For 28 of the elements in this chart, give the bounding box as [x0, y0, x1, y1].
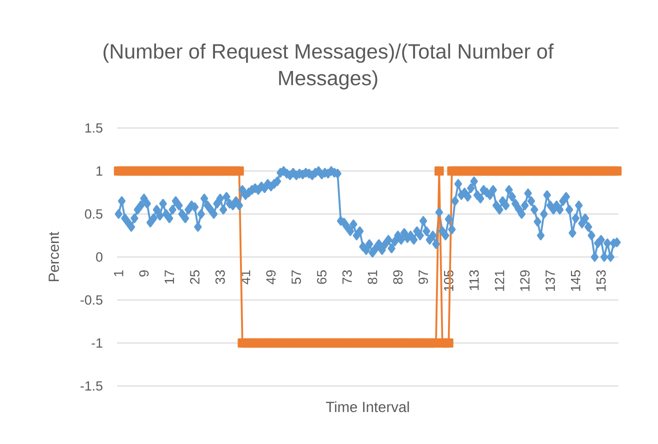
chart-title: (Number of Request Messages)/(Total Number of Messages) [104, 44, 554, 90]
y-tick-label: 0 [96, 252, 102, 262]
y-tick-label: 1 [96, 166, 102, 176]
y-tick-label: 1.5 [85, 123, 102, 133]
x-tick-label: 129 [520, 270, 530, 291]
y-tick-label: -1.5 [80, 381, 102, 391]
x-tick-label: 113 [469, 270, 479, 290]
x-tick-label: 9 [139, 270, 149, 276]
x-axis-title: Time Interval [326, 401, 409, 412]
x-tick-label: 121 [494, 270, 504, 291]
y-tick-label: 0.5 [84, 209, 102, 219]
x-tick-label: 65 [317, 270, 326, 284]
x-tick-label: 1 [114, 270, 124, 276]
x-tick-label: 57 [292, 270, 301, 284]
x-tick-label: 89 [393, 270, 403, 284]
x-tick-label: 81 [368, 270, 378, 284]
y-axis-title: Percent [48, 232, 59, 282]
x-tick-label: 137 [546, 270, 555, 291]
x-tick-label: 25 [190, 270, 200, 284]
y-tick-label: -0.5 [80, 295, 102, 305]
x-tick-label: 97 [418, 270, 428, 284]
x-tick-label: 49 [266, 270, 276, 284]
x-tick-label: 33 [215, 270, 225, 284]
x-tick-label: 153 [596, 270, 606, 291]
x-tick-label: 145 [570, 270, 580, 291]
x-tick-label: 73 [342, 270, 352, 284]
y-tick-label: -1 [92, 338, 102, 348]
x-tick-label: 17 [164, 270, 174, 284]
